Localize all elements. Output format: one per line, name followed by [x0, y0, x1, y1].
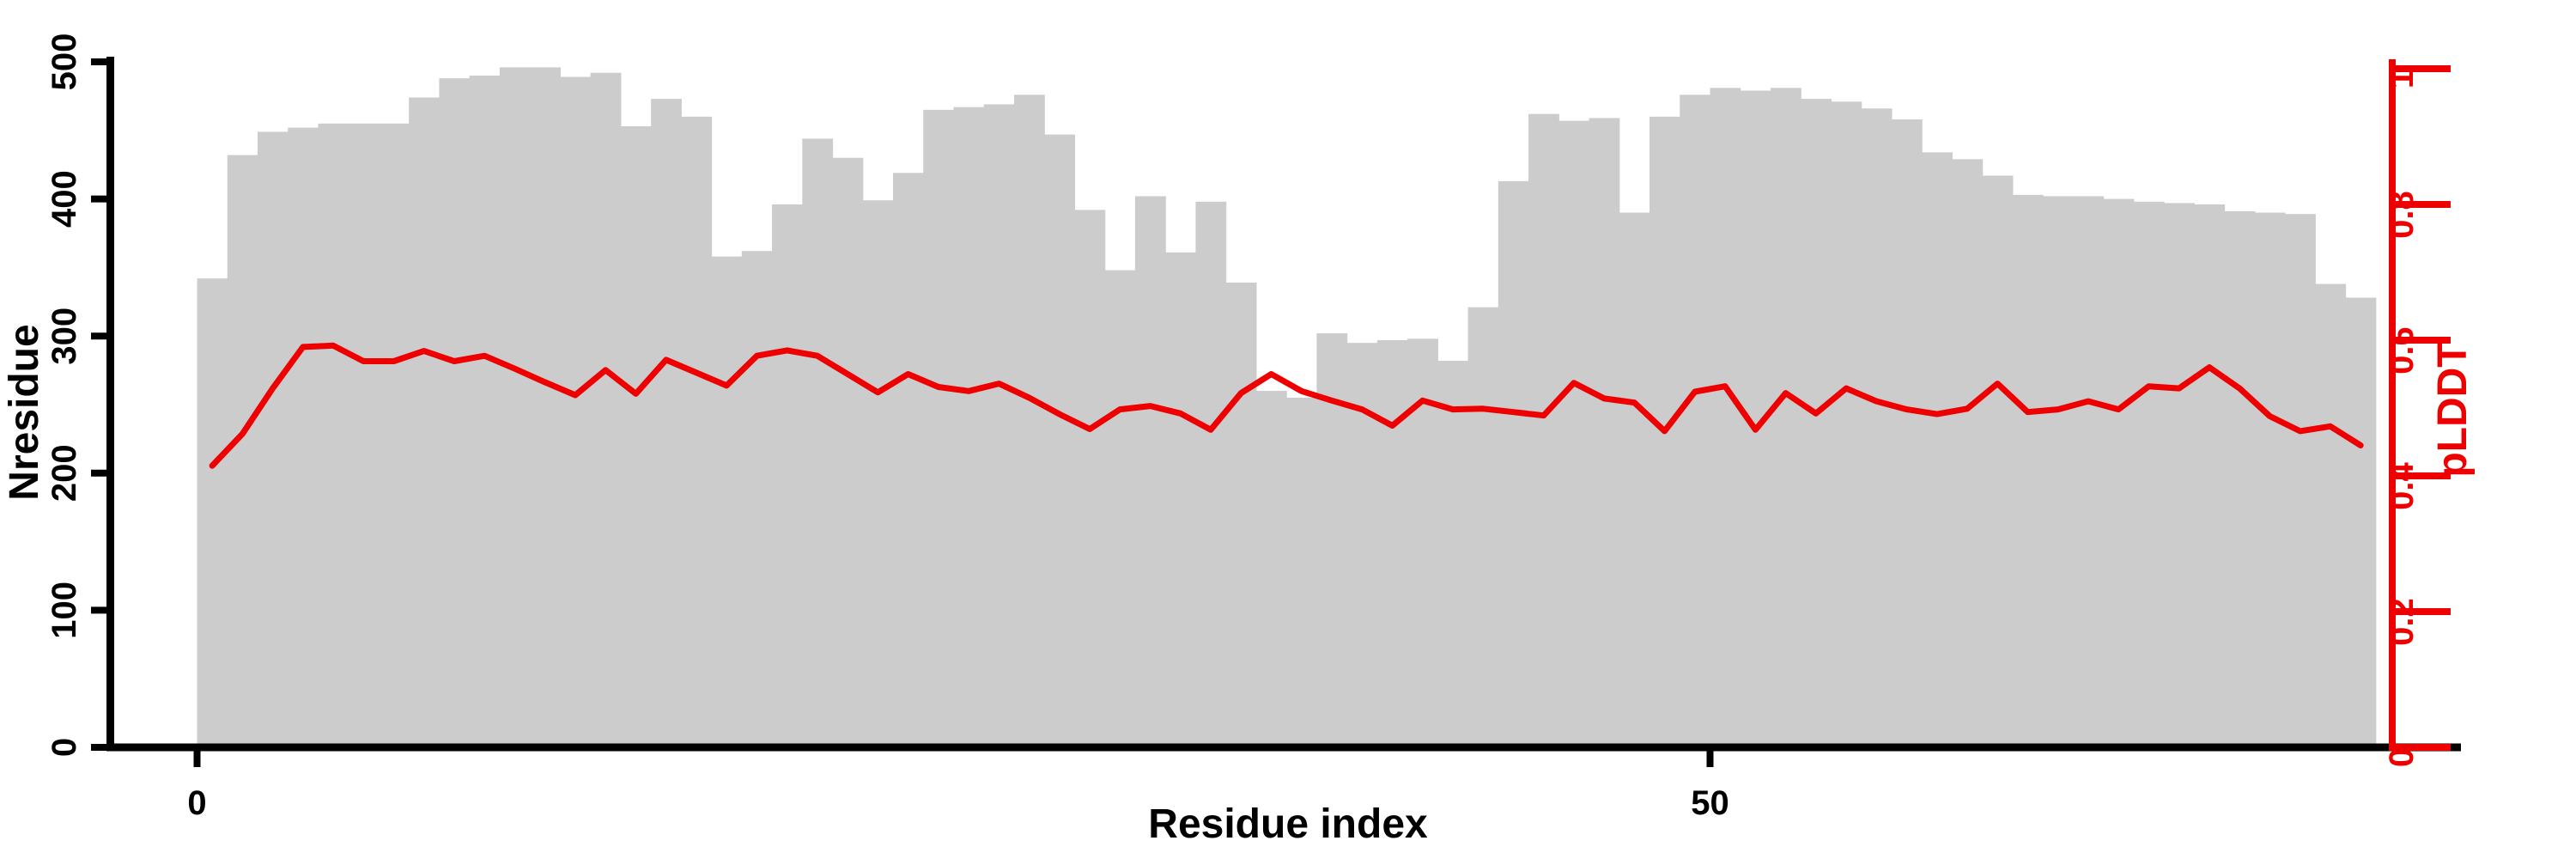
- y-left-tick-label: 0: [46, 738, 83, 757]
- bar: [2345, 297, 2377, 747]
- bar: [378, 123, 410, 747]
- x-tick-label: 50: [1691, 784, 1729, 822]
- bar: [2315, 283, 2347, 747]
- bar: [923, 109, 955, 748]
- y-right-tick-label: 1: [2383, 70, 2421, 88]
- y-right-tick-label: 0.8: [2383, 191, 2421, 239]
- bar: [2164, 203, 2195, 747]
- bar: [983, 104, 1015, 748]
- bar: [1770, 88, 1801, 747]
- bar: [1891, 119, 1923, 747]
- y-left-tick-label: 300: [46, 308, 83, 365]
- bar: [1134, 196, 1166, 747]
- bar: [1225, 282, 1257, 748]
- bar: [1044, 134, 1076, 748]
- bar: [257, 131, 289, 747]
- bar: [2254, 212, 2286, 747]
- x-tick-label: 0: [187, 784, 206, 822]
- bar: [2285, 214, 2316, 747]
- bar: [681, 116, 713, 748]
- bar: [1195, 201, 1227, 748]
- bar: [802, 138, 834, 747]
- bar: [1952, 159, 1984, 747]
- bar: [1165, 252, 1197, 748]
- bar: [348, 123, 380, 747]
- bar: [741, 251, 773, 747]
- plddt-line: [209, 342, 2364, 469]
- bar: [288, 127, 319, 748]
- x-axis-title: Residue index: [1148, 801, 1428, 847]
- y-right-tick-label: 0: [2383, 748, 2421, 767]
- bars-layer: [197, 67, 2377, 748]
- bar: [1680, 94, 1711, 748]
- bar: [560, 76, 592, 747]
- bar: [499, 67, 531, 747]
- y-right-tick-label: 0.4: [2383, 461, 2421, 509]
- bar: [772, 204, 803, 748]
- bar: [1922, 152, 1953, 748]
- bar: [1013, 94, 1045, 748]
- labels-layer: Residue index Nresidue pLDDT: [2, 324, 2476, 847]
- bar: [1619, 212, 1650, 747]
- line-layer: [209, 342, 2364, 469]
- bar: [1558, 120, 1590, 747]
- bar: [590, 72, 622, 747]
- bar: [1104, 270, 1136, 748]
- bar: [2133, 201, 2165, 748]
- bar: [469, 75, 501, 747]
- bar: [530, 67, 561, 747]
- bar: [620, 126, 652, 747]
- bar: [953, 107, 985, 748]
- y-left-tick-label: 100: [46, 582, 83, 639]
- y-axis-title-left: Nresidue: [2, 324, 47, 500]
- bar: [1589, 118, 1620, 747]
- bar: [2043, 196, 2074, 747]
- bar: [318, 123, 349, 747]
- bar: [832, 157, 864, 748]
- y-axis-title-right: pLDDT: [2430, 342, 2476, 477]
- bar: [439, 78, 471, 747]
- bar: [1528, 113, 1559, 747]
- bar: [651, 99, 682, 748]
- y-left-tick-label: 500: [46, 34, 83, 91]
- y-left-tick-label: 400: [46, 170, 83, 228]
- bar: [1074, 210, 1106, 747]
- bar: [1467, 307, 1499, 747]
- bar: [711, 256, 743, 747]
- bar: [1831, 101, 1862, 747]
- bar: [862, 200, 894, 747]
- bar: [2224, 210, 2256, 747]
- bar: [2103, 198, 2135, 748]
- bar: [1286, 398, 1317, 747]
- bar: [197, 278, 228, 747]
- y-right-tick-label: 0.2: [2383, 598, 2421, 646]
- bar: [1498, 180, 1529, 748]
- bar: [227, 155, 258, 747]
- bar: [1255, 391, 1287, 747]
- bar: [1861, 108, 1893, 747]
- bar: [2194, 204, 2226, 748]
- bar: [2073, 196, 2105, 747]
- y-right-tick-label: 0.6: [2383, 326, 2421, 375]
- y-left-tick-label: 200: [46, 444, 83, 502]
- bar: [893, 173, 924, 747]
- bar: [1376, 339, 1408, 747]
- bar: [1982, 175, 2014, 748]
- bar: [1710, 88, 1741, 747]
- bar: [1801, 99, 1832, 748]
- bar: [2012, 194, 2044, 747]
- bar: [409, 97, 440, 747]
- bar: [1437, 360, 1469, 747]
